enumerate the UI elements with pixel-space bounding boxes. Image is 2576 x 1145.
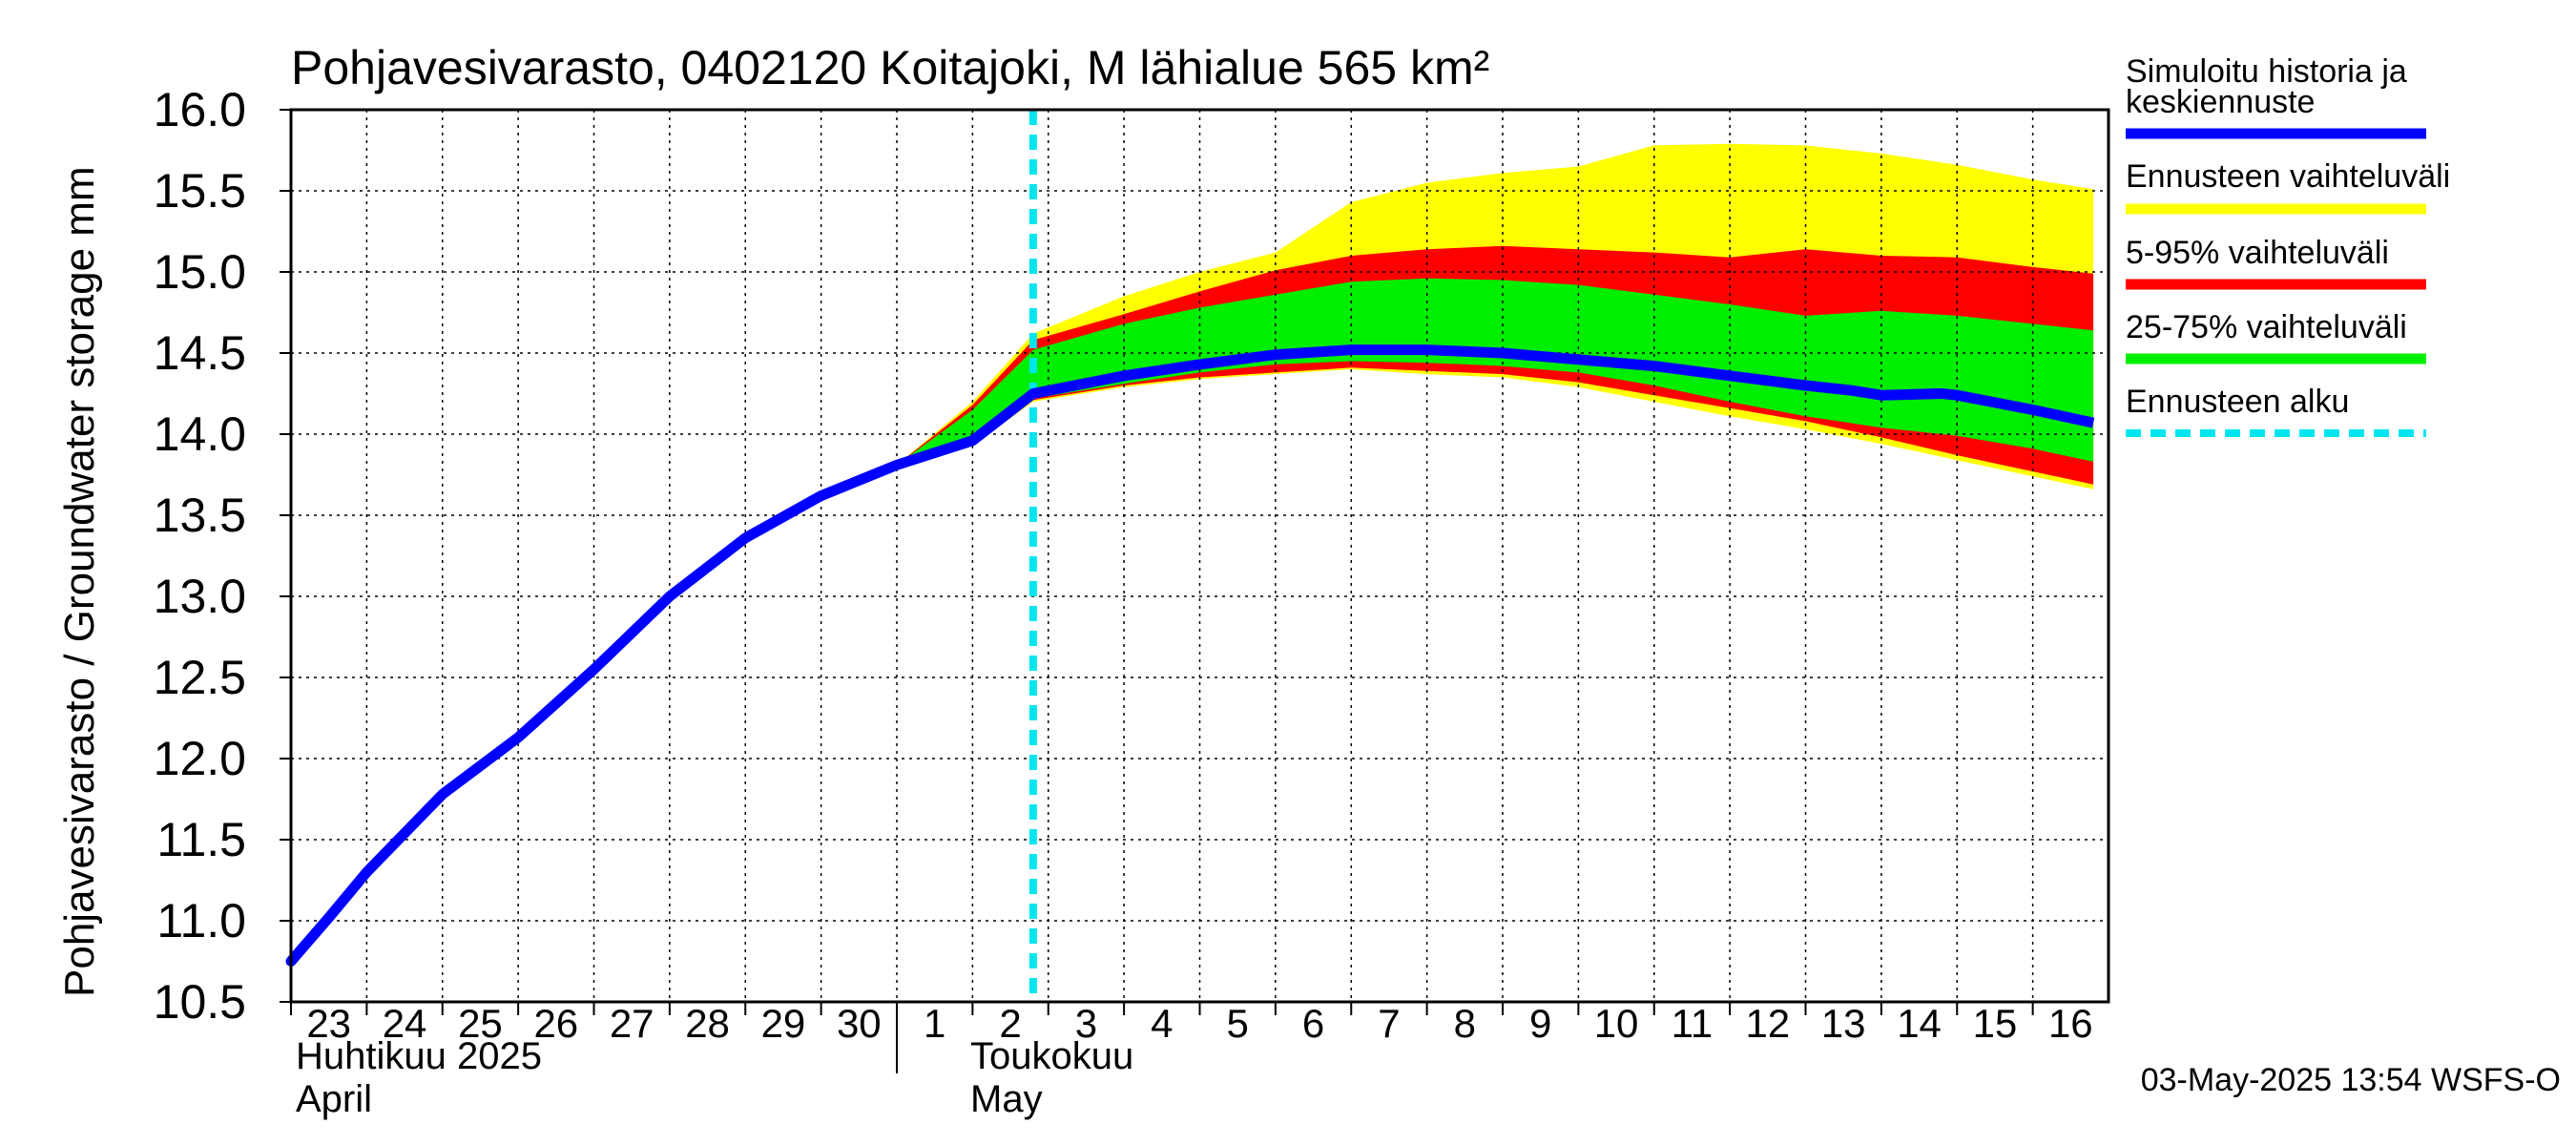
legend-p25-75-label: 25-75% vaihteluväli (2126, 309, 2407, 345)
legend-start-label: Ennusteen alku (2126, 384, 2349, 420)
y-tick-label: 12.0 (154, 732, 246, 785)
y-tick-label: 16.0 (154, 83, 246, 136)
timestamp: 03-May-2025 13:54 WSFS-O (2141, 1062, 2561, 1098)
y-tick-label: 15.0 (154, 245, 246, 299)
y-tick-label: 13.0 (154, 570, 246, 623)
x-tick-label: 15 (1973, 1001, 2018, 1046)
x-tick-label: 11 (1672, 1001, 1714, 1046)
band-p25-75 (897, 278, 2094, 466)
x-tick-label: 1 (924, 1001, 945, 1046)
x-tick-label: 9 (1529, 1001, 1551, 1046)
median-forecast-line (1031, 344, 2095, 428)
x-tick-label: 27 (610, 1001, 654, 1046)
y-tick-label: 15.5 (154, 164, 246, 218)
month-label-april-en: April (296, 1078, 372, 1120)
forecast-bands (897, 143, 2094, 489)
grid-lines (291, 110, 2109, 1002)
x-tick-label: 2 (999, 1001, 1021, 1046)
x-tick-label: 4 (1151, 1001, 1173, 1046)
y-tick-label: 10.5 (154, 975, 246, 1029)
y-tick-label: 14.0 (154, 407, 246, 461)
y-tick-label: 14.5 (154, 326, 246, 380)
legend: Simuloitu historia ja keskiennuste Ennus… (2126, 53, 2450, 437)
y-axis-label: Pohjavesivarasto / Groundwater storage m… (56, 166, 103, 997)
x-tick-label: 5 (1227, 1001, 1249, 1046)
plot-area (285, 108, 2110, 1004)
legend-history-label-2: keskiennuste (2126, 84, 2315, 120)
x-tick-label: 24 (383, 1001, 427, 1046)
x-tick-label: 13 (1821, 1001, 1866, 1046)
y-tick-label: 13.5 (154, 489, 246, 542)
month-label-may-fi: Toukokuu (970, 1035, 1133, 1077)
x-tick-label: 14 (1897, 1001, 1942, 1046)
month-labels: Huhtikuu 2025 April Toukokuu May (296, 1002, 1133, 1120)
x-tick-label: 6 (1302, 1001, 1324, 1046)
history-line (285, 388, 1039, 967)
x-tick-label: 8 (1454, 1001, 1476, 1046)
x-tick-label: 28 (685, 1001, 730, 1046)
y-tick-label: 11.5 (156, 813, 246, 866)
month-label-april-fi: Huhtikuu 2025 (296, 1035, 542, 1077)
x-tick-label: 30 (837, 1001, 882, 1046)
x-tick-label: 10 (1594, 1001, 1639, 1046)
x-tick-label: 16 (2048, 1001, 2093, 1046)
month-label-may-en: May (970, 1078, 1043, 1120)
legend-p5-95-label: 5-95% vaihteluväli (2126, 235, 2389, 271)
x-tick-label: 7 (1378, 1001, 1400, 1046)
legend-history-label-1: Simuloitu historia ja (2126, 53, 2407, 90)
y-axis-ticks: 10.5 11.0 11.5 12.0 12.5 13.0 13.5 14.0 14.5 15.0… (154, 83, 291, 1029)
x-axis-ticks: 23 24 25 26 27 28 29 30 1 2 3 4 5 6 7 8 9 10 11 12 13 14 15 16 (290, 1001, 2093, 1046)
x-tick-label: 23 (306, 1001, 351, 1046)
x-tick-label: 12 (1745, 1001, 1790, 1046)
y-tick-label: 11.0 (156, 894, 246, 947)
y-tick-label: 12.5 (154, 651, 246, 704)
x-tick-label: 3 (1075, 1001, 1097, 1046)
x-tick-label: 26 (533, 1001, 578, 1046)
x-tick-label: 25 (458, 1001, 503, 1046)
x-tick-label: 29 (761, 1001, 806, 1046)
legend-range-label: Ennusteen vaihteluväli (2126, 158, 2450, 195)
chart-title: Pohjavesivarasto, 0402120 Koitajoki, M l… (291, 41, 1489, 94)
